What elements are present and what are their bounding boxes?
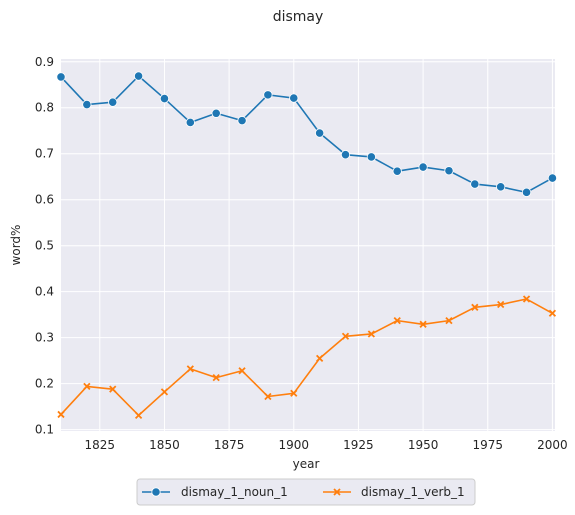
y-tick-label: 0.8 [35,101,54,115]
y-tick-label: 0.2 [35,377,54,391]
chart-title: dismay [273,9,324,25]
data-point [290,389,298,397]
marker-stroke [471,303,479,311]
legend-frame [136,478,476,506]
y-tick-label: 0.3 [35,331,54,345]
data-point [496,182,506,192]
data-point [82,99,92,110]
y-tick-label: 0.7 [35,147,54,161]
marker-stroke [57,410,65,419]
data-point [185,117,195,128]
series-lines [56,71,558,420]
marker-stroke [341,332,350,340]
marker-stroke [109,385,117,393]
data-point [393,317,401,325]
x-tick-label: 1925 [343,438,374,452]
legend: dismay_1_noun_1 dismay_1_verb_1 [136,478,476,506]
gridlines [61,59,555,431]
marker-stroke [393,317,401,325]
data-point [263,90,273,100]
series [56,71,558,197]
marker-stroke [290,389,298,397]
data-point [83,382,91,391]
data-point [238,367,246,375]
data-point [521,187,532,197]
data-point [159,93,170,104]
x-axis-label: year [293,457,320,471]
data-point [419,320,427,328]
marker-stroke [548,309,557,317]
y-tick-label: 0.4 [35,285,54,299]
data-point [340,150,351,160]
y-tick-label: 0.9 [35,55,54,69]
marker-stroke [134,411,143,420]
data-point [522,295,531,303]
marker-stroke [497,300,505,309]
data-point [392,166,402,176]
data-point [316,354,324,362]
marker-stroke [83,382,91,391]
data-point [445,317,453,325]
data-point [497,300,505,309]
marker-stroke [316,354,324,362]
marker-stroke [522,295,531,303]
data-point [418,162,428,172]
data-point [134,411,143,420]
y-tick-label: 0.5 [35,239,54,253]
x-tick-label: 1900 [279,438,310,452]
x-tick-labels: 1825 1850 1875 1900 1925 1950 1975 2000 [85,438,568,452]
data-point [160,388,169,396]
data-point [333,488,341,496]
data-point [341,332,350,340]
data-point [444,166,454,176]
data-point [470,179,480,189]
marker-stroke [445,317,453,325]
data-point [367,330,376,338]
x-tick-label: 1875 [214,438,245,452]
data-point [471,303,479,311]
y-tick-labels: 0.1 0.2 0.3 0.4 0.5 0.6 0.7 0.8 0.9 [35,55,54,437]
data-point [548,309,557,317]
marker-stroke [264,392,272,401]
legend-label: dismay_1_verb_1 [361,485,465,499]
data-point [133,71,144,81]
marker-stroke [333,488,341,496]
y-tick-label: 0.6 [35,193,54,207]
legend-label: dismay_1_noun_1 [181,485,288,499]
y-tick-label: 0.1 [35,423,54,437]
data-point [547,173,558,183]
data-point [109,385,117,393]
data-point [366,152,376,162]
x-tick-label: 1950 [408,438,439,452]
data-point [289,93,299,103]
series [57,295,557,420]
marker-stroke [367,330,376,338]
data-point [56,72,66,82]
data-point [211,108,221,118]
marker-stroke [186,365,194,373]
marker-stroke [419,320,427,328]
marker-stroke [212,374,220,382]
marker-stroke [160,388,169,396]
y-axis-label: word% [9,225,23,266]
legend-entry: dismay_1_noun_1 [142,485,288,499]
x-tick-label: 2000 [537,438,568,452]
data-point [108,97,118,107]
series-line [60,298,553,417]
data-point [237,116,247,126]
data-point [151,487,161,497]
data-point [186,365,194,373]
legend-entry: dismay_1_verb_1 [323,485,465,499]
data-point [264,392,272,401]
data-point [315,128,325,138]
plot-area [61,59,555,431]
x-tick-label: 1850 [149,438,180,452]
x-tick-label: 1825 [85,438,116,452]
data-point [57,410,65,419]
series-line [60,75,553,194]
marker-stroke [238,367,246,375]
data-point [212,374,220,382]
x-tick-label: 1975 [472,438,503,452]
